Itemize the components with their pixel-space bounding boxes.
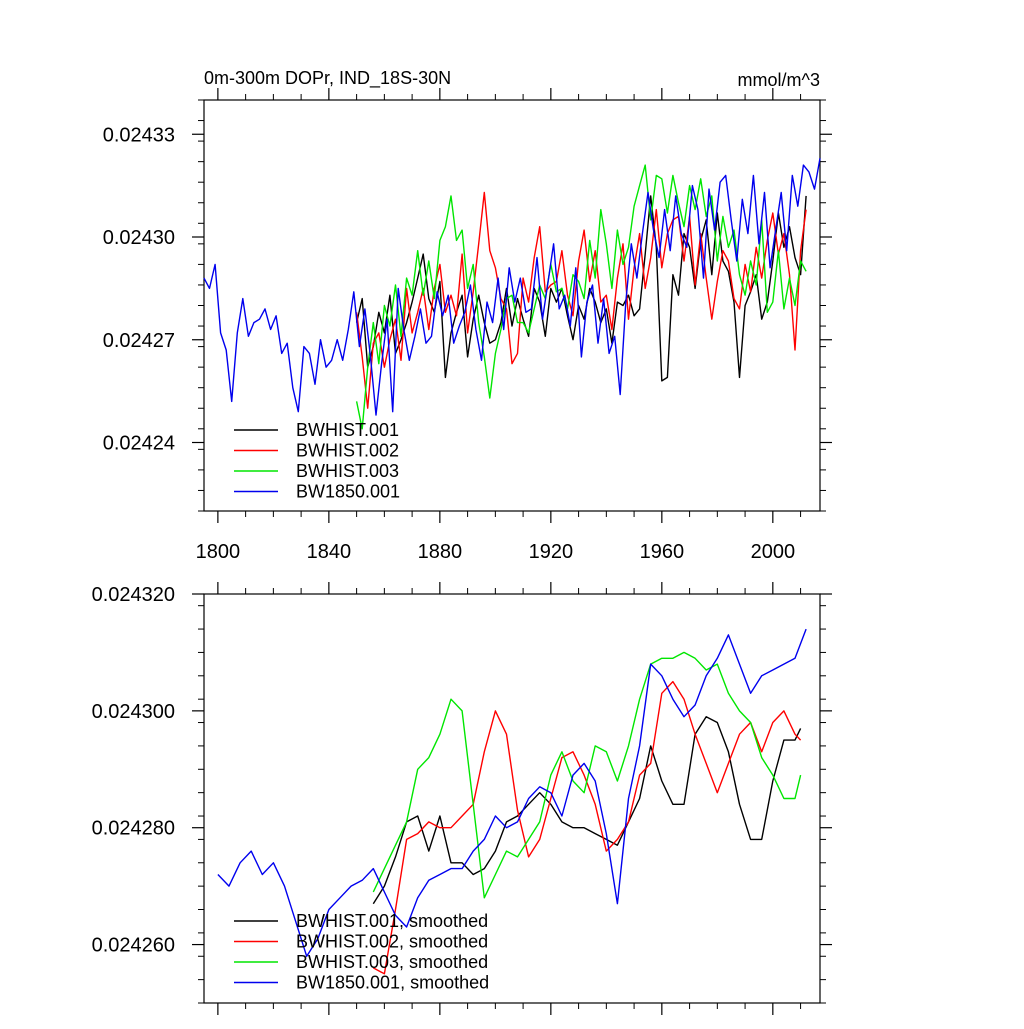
x-tick-label: 1920 <box>529 541 574 563</box>
y-tick-label: 0.024320 <box>92 584 175 606</box>
y-tick-label: 0.02427 <box>103 330 175 352</box>
legend-label: BWHIST.001, smoothed <box>296 911 488 931</box>
x-tick-label: 2000 <box>751 541 796 563</box>
y-tick-label: 0.024260 <box>92 935 175 957</box>
x-tick-label: 1960 <box>640 541 685 563</box>
top-panel: 0m-300m DOPr, IND_18S-30N mmol/m^3 1800 1… <box>103 68 832 563</box>
legend-label: BWHIST.001 <box>296 420 399 440</box>
x-tick-label: 1840 <box>307 541 352 563</box>
series-line <box>217 628 807 957</box>
series-line <box>355 191 807 409</box>
series-line <box>355 164 807 430</box>
series-line <box>203 158 821 416</box>
axis-ticks <box>192 88 832 523</box>
legend-label: BW1850.001, smoothed <box>296 973 489 993</box>
series-lines <box>203 158 821 430</box>
legend-label: BWHIST.002, smoothed <box>296 932 488 952</box>
series-line <box>372 680 802 975</box>
legend-label: BWHIST.003, smoothed <box>296 952 488 972</box>
y-axis-tick-labels: 0.02424 0.02427 0.02430 0.02433 <box>103 124 175 454</box>
y-tick-label: 0.02433 <box>103 124 175 146</box>
bottom-panel: 0.024260 0.024280 0.024300 0.024320 BWHIST.… <box>92 582 832 1015</box>
x-tick-label: 1800 <box>196 541 241 563</box>
chart-title: 0m-300m DOPr, IND_18S-30N <box>204 68 451 89</box>
series-lines <box>217 628 807 975</box>
y-tick-label: 0.02424 <box>103 433 175 455</box>
units-label: mmol/m^3 <box>738 70 820 90</box>
y-tick-label: 0.02430 <box>103 227 175 249</box>
y-axis-tick-labels: 0.024260 0.024280 0.024300 0.024320 <box>92 584 175 957</box>
series-line <box>372 716 802 905</box>
series-line <box>372 651 802 899</box>
x-tick-label: 1880 <box>418 541 463 563</box>
plot-frame <box>203 593 821 1004</box>
legend-label: BWHIST.003 <box>296 461 399 481</box>
legend-label: BWHIST.002 <box>296 441 399 461</box>
legend-label: BW1850.001 <box>296 482 400 502</box>
axis-ticks <box>192 582 832 1015</box>
x-axis-tick-labels: 1800 1840 1880 1920 1960 2000 <box>196 541 795 563</box>
y-tick-label: 0.024300 <box>92 701 175 723</box>
y-tick-label: 0.024280 <box>92 818 175 840</box>
